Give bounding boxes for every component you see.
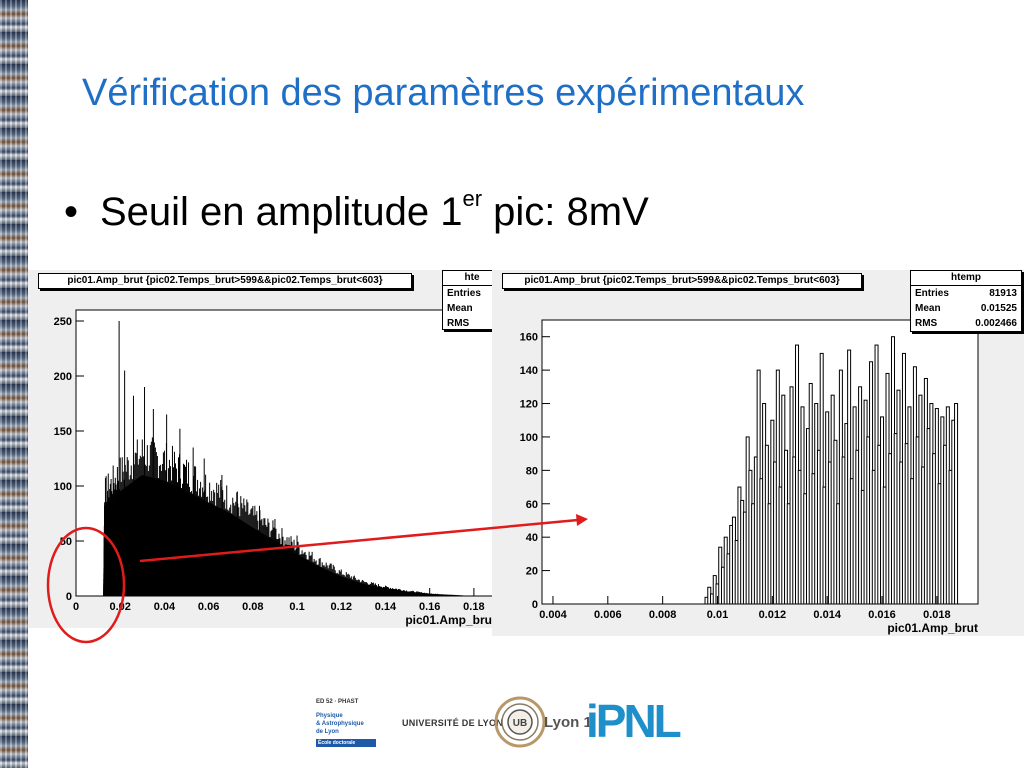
logo-bar: ED 52 · PHAST Physique & Astrophysique d…	[316, 688, 716, 758]
histogram-plot-left: 0 50 100 150 200 250 0 0.02 0.04 0.06 0.08 0.1 0.12 0…	[54, 309, 497, 627]
histogram-title-right: pic01.Amp_brut {pic02.Temps_brut>599&&pi…	[502, 273, 862, 289]
right-ytick-label-3: 60	[526, 499, 538, 511]
stats-box-right: htemp Entries 81913 Mean 0.01525 RMS 0.0024…	[910, 270, 1022, 332]
bullet-item: • Seuil en amplitude 1er pic: 8mV	[64, 186, 649, 235]
bullet-superscript: er	[462, 186, 483, 211]
left-xtick-label-9: 0.18	[463, 601, 484, 613]
right-ytick-label-1: 20	[526, 566, 538, 578]
left-xtick-label-0: 0	[73, 601, 79, 613]
phast-logo-footer: École doctorale	[316, 739, 376, 747]
right-xtick-label-0: 0.004	[539, 609, 567, 621]
right-ytick-label-8: 160	[520, 332, 538, 344]
left-xtick-label-1: 0.02	[109, 601, 130, 613]
phast-logo-line2: & Astrophysique	[316, 721, 364, 727]
stats-rms-value-right: 0.002466	[975, 318, 1017, 329]
right-xtick-label-1: 0.006	[594, 609, 622, 621]
stats-entries-label-right: Entries	[915, 288, 949, 299]
slide-title: Vérification des paramètres expérimentau…	[82, 72, 805, 114]
left-xtick-label-2: 0.04	[154, 601, 176, 613]
right-xtick-label-6: 0.016	[868, 609, 896, 621]
right-ytick-label-2: 40	[526, 532, 538, 544]
right-ytick-label-4: 80	[526, 465, 538, 477]
right-xaxis-label: pic01.Amp_brut	[887, 621, 978, 635]
stats-name-left: hte	[443, 271, 500, 286]
stats-entries-label-left: Entries	[447, 288, 481, 299]
stats-mean-value-right: 0.01525	[980, 303, 1017, 314]
left-xtick-label-4: 0.08	[242, 601, 263, 613]
left-xaxis-label: pic01.Amp_brut	[405, 613, 496, 627]
histogram-plot-right: 0 20 40 60 80 100 120 140 160 0.004 0.006 0.008 0.01…	[520, 319, 979, 635]
right-xtick-label-2: 0.008	[649, 609, 677, 621]
svg-text:UB: UB	[513, 718, 527, 729]
bullet-text-prefix: Seuil en amplitude 1	[100, 190, 463, 234]
universite-de-lyon-logo: UNIVERSITÉ DE LYON	[402, 718, 504, 728]
right-xtick-label-3: 0.01	[707, 609, 728, 621]
left-ytick-label-2: 100	[54, 481, 72, 493]
stats-rms-label-left: RMS	[447, 318, 470, 329]
stats-mean-label-left: Mean	[447, 303, 473, 314]
right-bin-42	[819, 352, 824, 605]
left-xtick-label-5: 0.1	[289, 601, 304, 613]
left-xtick-label-3: 0.06	[198, 601, 219, 613]
stats-rms-label-right: RMS	[915, 318, 938, 329]
lyon1-logo: UB Lyon 1	[494, 692, 594, 752]
left-ytick-label-0: 0	[66, 591, 72, 603]
stats-name-right: htemp	[911, 271, 1021, 286]
right-ytick-label-5: 100	[520, 432, 538, 444]
left-ytick-label-5: 250	[54, 316, 72, 328]
right-xtick-label-5: 0.014	[813, 609, 841, 621]
right-xtick-label-7: 0.018	[923, 609, 951, 621]
left-xtick-label-8: 0.16	[419, 601, 440, 613]
ipnl-logo: iPNL	[586, 695, 682, 747]
left-ytick-label-3: 150	[54, 426, 72, 438]
lyon1-logo-text: Lyon 1	[544, 714, 592, 731]
left-xtick-label-7: 0.14	[375, 601, 397, 613]
right-ytick-label-7: 140	[520, 365, 538, 377]
bullet-text-suffix: pic: 8mV	[482, 190, 649, 234]
left-xtick-label-6: 0.12	[331, 601, 352, 613]
stats-box-left: hte Entries Mean RMS	[442, 270, 500, 330]
right-ytick-label-6: 120	[520, 399, 538, 411]
right-bin-52	[847, 349, 852, 605]
phast-logo-header: ED 52 · PHAST	[316, 699, 359, 705]
lyon1-seal-icon: UB	[494, 696, 546, 748]
left-ytick-label-4: 200	[54, 371, 72, 383]
left-ytick-label-1: 50	[60, 536, 72, 548]
phast-logo: ED 52 · PHAST Physique & Astrophysique d…	[316, 698, 392, 754]
right-xtick-label-4: 0.012	[759, 609, 787, 621]
stats-entries-value-right: 81913	[989, 288, 1017, 299]
stats-mean-label-right: Mean	[915, 303, 941, 314]
bullet-dot: •	[64, 190, 79, 234]
phast-logo-line3: de Lyon	[316, 729, 339, 735]
histogram-title-left: pic01.Amp_brut {pic02.Temps_brut>599&&pi…	[38, 273, 412, 289]
histogram-panel-left: pic01.Amp_brut {pic02.Temps_brut>599&&pi…	[28, 270, 500, 628]
right-bin-91	[954, 403, 959, 605]
right-bars	[704, 336, 959, 605]
right-ytick-label-0: 0	[532, 599, 538, 611]
phast-logo-line1: Physique	[316, 713, 343, 719]
histogram-panel-right: pic01.Amp_brut {pic02.Temps_brut>599&&pi…	[492, 270, 1024, 636]
side-photo-strip	[0, 0, 28, 768]
